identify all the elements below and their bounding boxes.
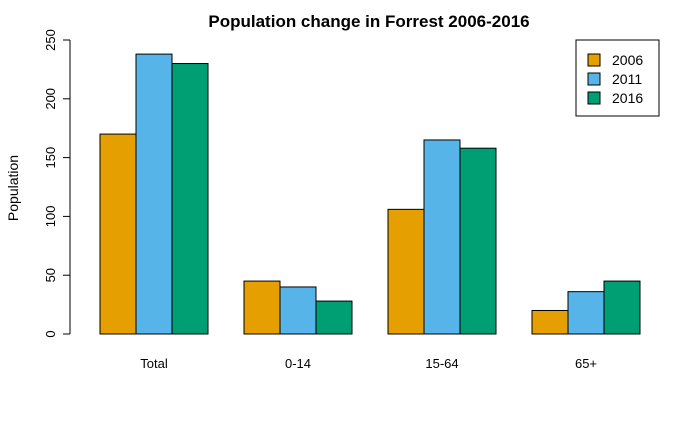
legend-label: 2016	[612, 90, 643, 106]
y-tick-label: 100	[43, 206, 58, 228]
x-tick-label: Total	[140, 356, 168, 371]
legend-label: 2011	[612, 71, 642, 87]
chart-title: Population change in Forrest 2006-2016	[208, 12, 529, 31]
bars	[99, 53, 641, 335]
y-tick-label: 50	[43, 268, 58, 282]
bar-2011-65+	[567, 291, 605, 335]
legend-swatch	[587, 91, 601, 105]
legend-label: 2006	[612, 52, 643, 68]
bar-2006-15-64	[387, 208, 425, 335]
y-axis-label: Population	[5, 155, 21, 221]
legend-swatch	[587, 53, 601, 67]
x-tick-label: 0-14	[285, 356, 311, 371]
x-tick-label: 65+	[575, 356, 597, 371]
x-tick-label: 15-64	[425, 356, 458, 371]
bar-2006-65+	[531, 309, 569, 335]
y-axis: 0 50 100 150 200 250	[43, 29, 71, 338]
bar-2011-Total	[135, 53, 173, 335]
bar-2016-0-14	[315, 300, 353, 335]
legend: 2006 2011 2016	[575, 39, 660, 117]
y-tick-label: 150	[43, 147, 58, 169]
y-tick-label: 0	[43, 330, 58, 337]
bar-2016-Total	[171, 63, 209, 335]
bar-2011-0-14	[279, 286, 317, 335]
legend-swatch	[587, 72, 601, 86]
bar-2006-0-14	[243, 280, 281, 335]
x-axis-labels: Total 0-14 15-64 65+	[140, 356, 597, 371]
y-tick-label: 250	[43, 29, 58, 51]
y-tick-label: 200	[43, 88, 58, 110]
bar-2011-15-64	[423, 139, 461, 335]
bar-2006-Total	[99, 133, 137, 335]
bar-2016-65+	[603, 280, 641, 335]
bar-2016-15-64	[459, 147, 497, 335]
